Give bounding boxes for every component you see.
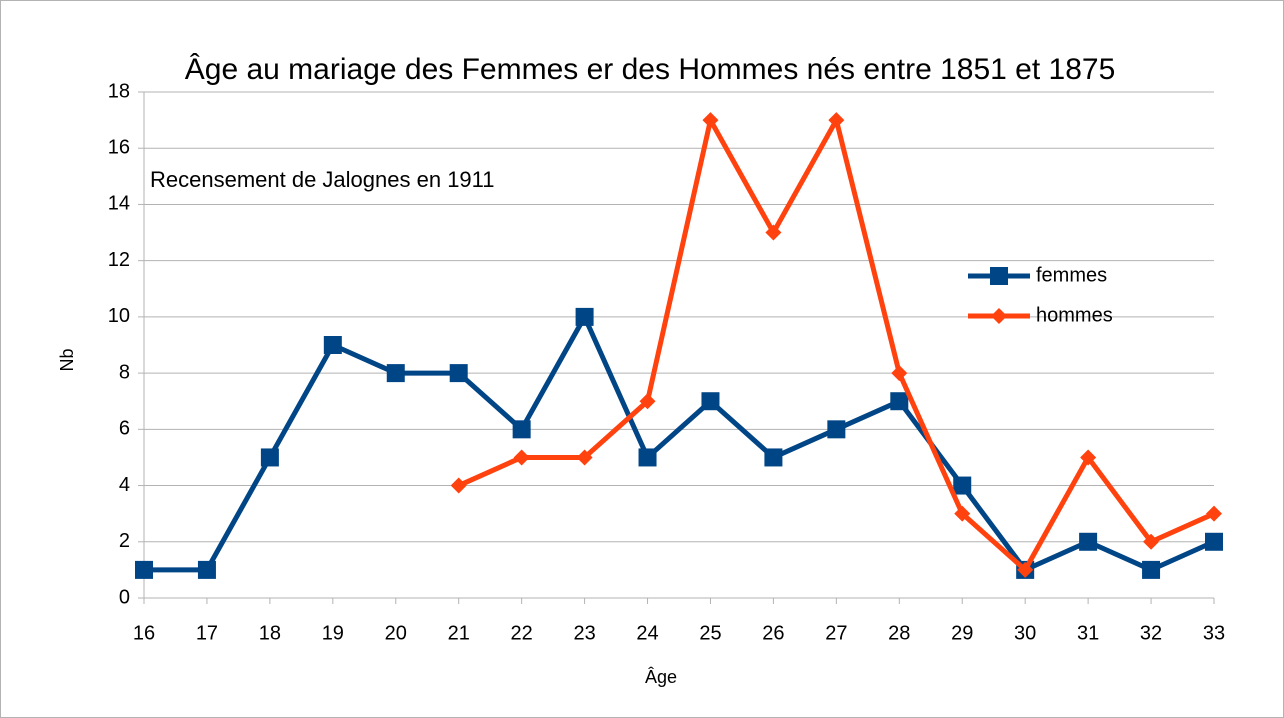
x-tick-label: 27 — [825, 622, 847, 644]
x-tick-label: 30 — [1014, 622, 1036, 644]
x-tick-label: 26 — [762, 622, 784, 644]
marker — [386, 364, 405, 383]
x-tick-label: 32 — [1140, 622, 1162, 644]
series-line — [144, 314, 1216, 573]
marker — [702, 112, 719, 129]
y-tick-label: 2 — [119, 530, 130, 552]
legend-marker — [991, 308, 1007, 324]
x-tick-label: 17 — [196, 622, 218, 644]
marker — [638, 448, 657, 467]
y-tick-label: 6 — [119, 418, 130, 440]
chart-title: Âge au mariage des Femmes er des Hommes … — [184, 53, 1116, 86]
marker — [1080, 449, 1097, 466]
y-tick-label: 10 — [108, 305, 130, 327]
marker — [764, 448, 783, 467]
x-tick-label: 22 — [511, 622, 533, 644]
marker — [575, 307, 594, 326]
x-tick-label: 24 — [636, 622, 658, 644]
marker — [891, 365, 908, 382]
annotation: Recensement de Jalognes en 1911 — [150, 167, 495, 192]
marker — [1206, 505, 1222, 522]
marker — [576, 449, 593, 466]
marker — [954, 505, 971, 522]
x-tick-label: 23 — [573, 622, 595, 644]
marker — [765, 224, 782, 241]
marker — [1142, 560, 1161, 579]
marker — [1017, 561, 1034, 578]
marker — [701, 392, 720, 411]
marker — [513, 449, 530, 466]
marker — [323, 336, 342, 354]
x-tick-label: 31 — [1077, 622, 1099, 644]
legend-label: hommes — [1036, 304, 1113, 326]
y-tick-label: 0 — [119, 586, 130, 608]
x-tick-label: 18 — [259, 622, 281, 644]
y-tick-label: 14 — [108, 193, 130, 215]
x-tick-label: 25 — [699, 622, 721, 644]
x-tick-label: 29 — [951, 622, 973, 644]
marker — [512, 420, 531, 439]
marker — [1143, 533, 1160, 550]
y-tick-label: 8 — [119, 361, 130, 383]
marker — [827, 420, 846, 439]
x-axis-label: Âge — [645, 667, 677, 687]
marker — [449, 364, 468, 383]
marker — [450, 477, 467, 494]
marker — [890, 392, 909, 411]
x-tick-label: 33 — [1203, 622, 1225, 644]
x-tick-label: 19 — [322, 622, 344, 644]
marker — [828, 112, 845, 129]
x-tick-label: 28 — [888, 622, 910, 644]
legend-marker — [990, 267, 1008, 285]
y-tick-label: 16 — [108, 137, 130, 159]
marker — [1205, 532, 1223, 551]
x-tick-label: 20 — [385, 622, 407, 644]
marker — [953, 476, 972, 495]
y-tick-label: 4 — [119, 474, 130, 496]
marker — [639, 393, 656, 410]
x-tick-label: 16 — [133, 622, 155, 644]
marker — [135, 560, 153, 579]
x-tick-label: 21 — [448, 622, 470, 644]
y-tick-label: 12 — [108, 249, 130, 271]
marker — [1079, 532, 1098, 551]
y-tick-label: 18 — [108, 80, 130, 102]
marker — [260, 448, 279, 467]
legend-label: femmes — [1036, 264, 1107, 286]
y-axis-label: Nb — [57, 348, 77, 371]
marker — [197, 560, 216, 579]
